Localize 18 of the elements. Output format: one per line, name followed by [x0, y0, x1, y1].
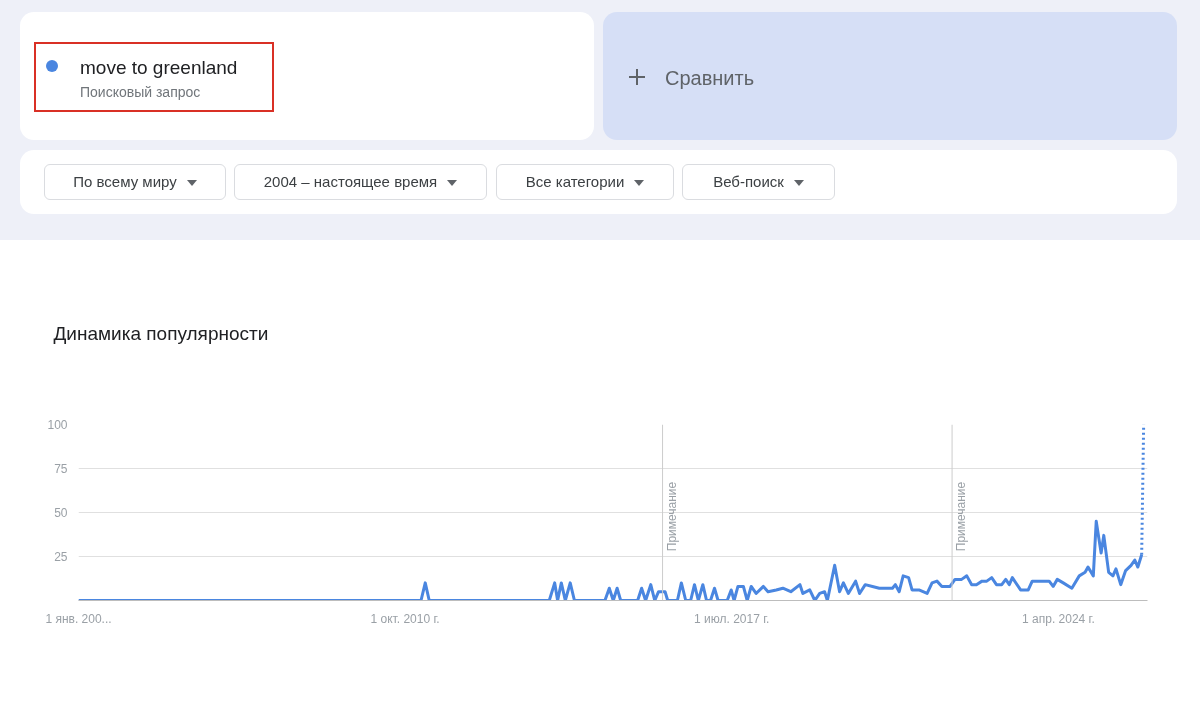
legend-label: move to greenland [80, 56, 238, 80]
y-tick-label: 100 [47, 418, 68, 432]
y-tick-label: 75 [54, 462, 68, 476]
chart-subtitle: Поисковый запрос [80, 83, 201, 102]
y-tick-label: 25 [54, 550, 68, 564]
text: По всему миру [44, 164, 226, 200]
ref-line-label: Примечание [954, 481, 969, 552]
text: Веб-поиск [682, 164, 835, 200]
text: Сравнить [665, 66, 755, 91]
text: Все категории [496, 164, 674, 200]
text: 2004 – настоящее время [234, 164, 487, 200]
x-tick-label: 1 янв. 200... [45, 611, 112, 626]
chart-title: Динамика популярности [53, 323, 269, 344]
x-tick-label: 1 июл. 2017 г. [694, 611, 770, 626]
ref-line-label: Примечание [664, 481, 679, 552]
y-tick-label: 50 [54, 506, 68, 520]
x-tick-label: 1 окт. 2010 г. [370, 611, 440, 626]
x-tick-label: 1 апр. 2024 г. [1022, 611, 1095, 626]
